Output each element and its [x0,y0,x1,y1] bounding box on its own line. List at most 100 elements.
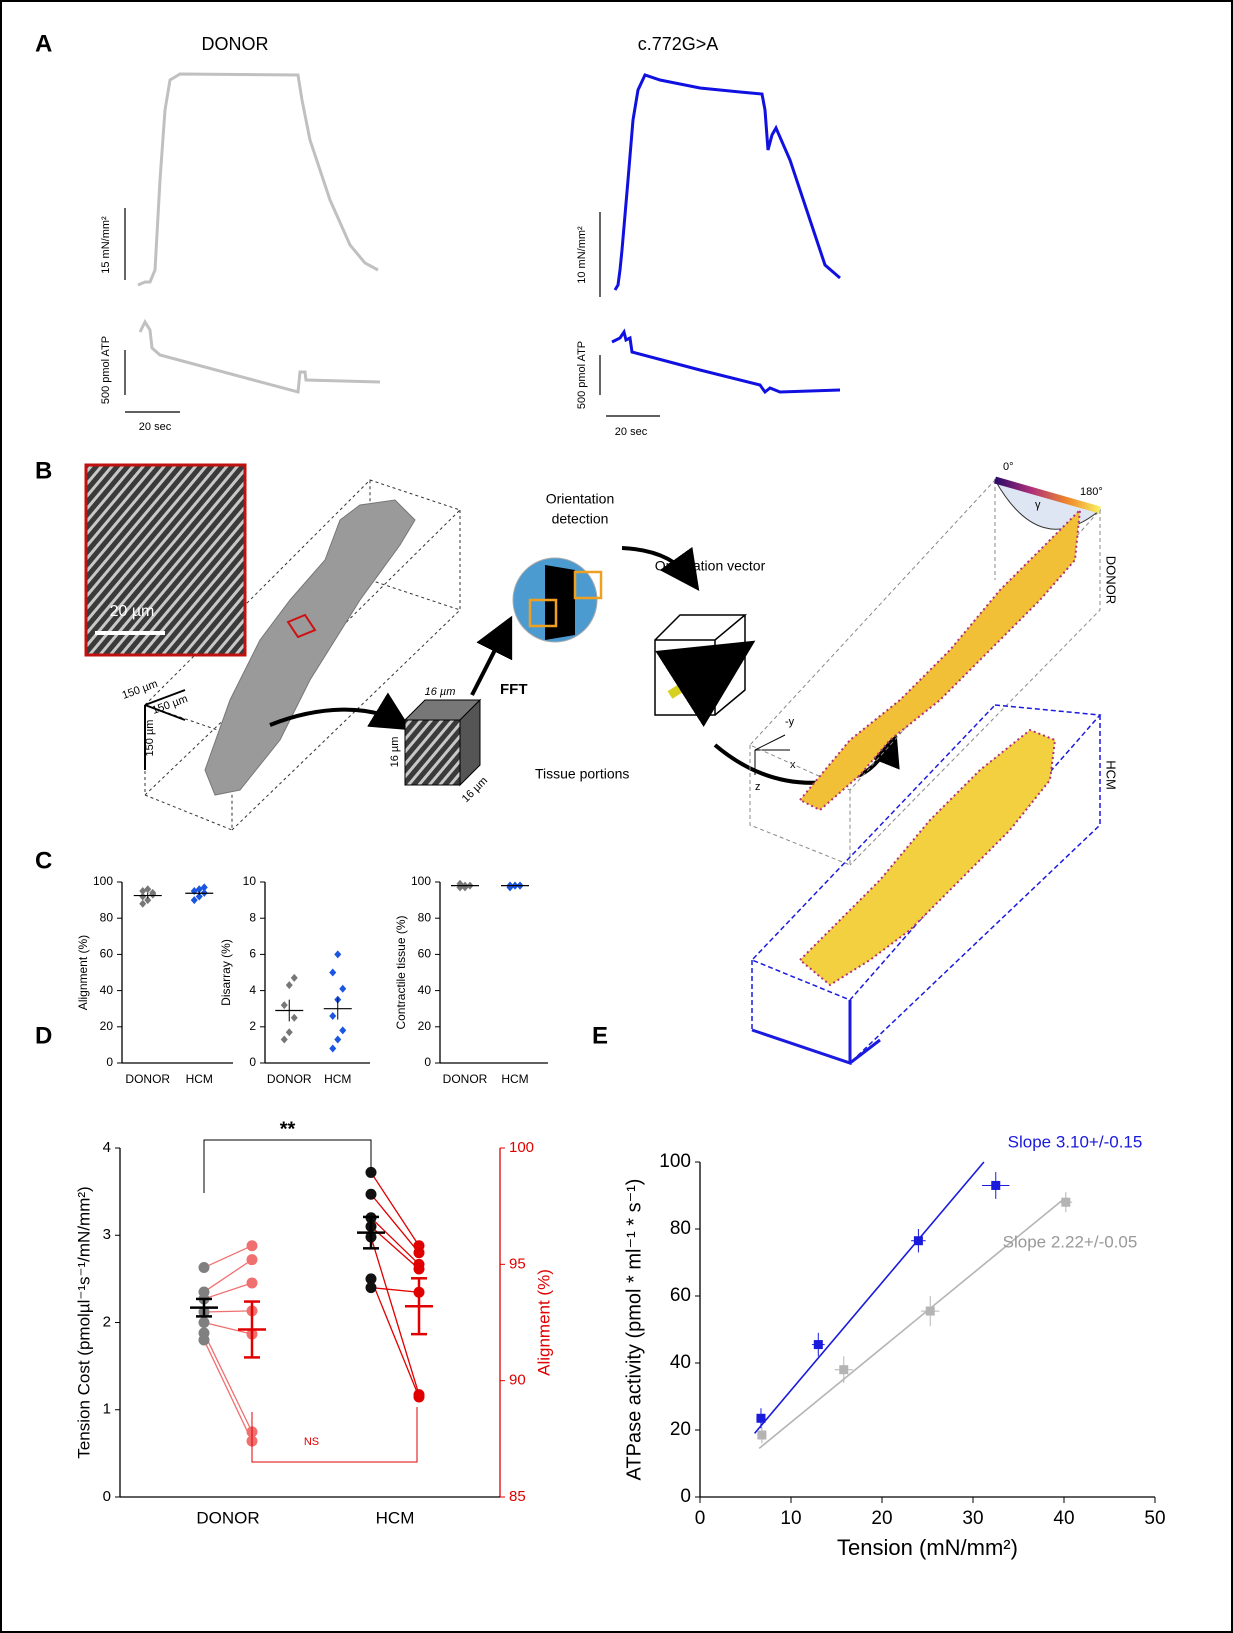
y-tick-label: 90 [509,1372,526,1389]
group-label: DONOR [1104,556,1119,604]
data-point [839,1365,848,1374]
x-tick-label: HCM [501,1072,528,1086]
y-tick-label: 40 [100,983,114,997]
angle-label: γ [1035,499,1041,511]
y-tick-label: 80 [100,910,114,924]
y-tick-label: 4 [249,983,256,997]
x-tick-label: 30 [962,1508,983,1529]
x-tick-label: DONOR [196,1508,259,1527]
axis-title: ATPase activity (pmol * ml⁻¹ * s⁻¹) [623,1179,645,1481]
scale-label: 20 sec [139,421,172,433]
data-point [991,1181,1000,1190]
data-point [1061,1198,1070,1207]
axis-letter: -y [785,716,795,728]
x-tick-label: HCM [186,1072,213,1086]
x-tick-label: 40 [1053,1508,1074,1529]
y-tick-label: 40 [670,1352,691,1373]
fft-sphere [545,565,575,640]
axis-letter: x [790,759,796,771]
data-point [814,1340,823,1349]
y-tick-label: 95 [509,1255,526,1272]
x-tick-label: DONOR [267,1072,312,1086]
panel-letter: A [35,30,52,57]
data-point [366,1167,377,1178]
x-tick-label: 0 [695,1508,706,1529]
dimension-label: 150 µm [144,720,156,757]
x-tick-label: 20 [871,1508,892,1529]
x-tick-label: 50 [1144,1508,1165,1529]
y-tick-label: 20 [100,1019,114,1033]
y-tick-label: 3 [103,1226,111,1243]
axis-title: Tension (mN/mm²) [837,1535,1018,1560]
y-tick-label: 60 [418,947,432,961]
data-point [914,1236,923,1245]
y-tick-label: 80 [418,910,432,924]
label: FFT [500,681,528,698]
y-tick-label: 40 [418,983,432,997]
axis-title: Contractile tissue (%) [394,915,408,1029]
dimension-label: 16 µm [389,737,401,768]
data-point [199,1262,210,1273]
y-tick-label: 0 [424,1055,431,1069]
x-tick-label: DONOR [125,1072,170,1086]
dimension-label: 16 µm [425,686,456,698]
data-point [414,1263,425,1274]
y-tick-label: 2 [103,1313,111,1330]
y-tick-label: 0 [249,1055,256,1069]
data-point [366,1189,377,1200]
label: Tissue portions [535,766,629,782]
y-tick-label: 10 [243,874,257,888]
annotation: ** [280,1118,296,1140]
inset-scale-label: 20 µm [110,603,155,620]
y-tick-label: 100 [93,874,113,888]
scale-label: 500 pmol ATP [576,341,588,409]
y-tick-label: 0 [103,1488,111,1505]
data-point [199,1334,210,1345]
y-tick-label: 20 [670,1419,691,1440]
y-tick-label: 100 [659,1151,691,1172]
y-tick-label: 4 [103,1139,111,1156]
axis-title: Alignment (%) [534,1269,553,1376]
y-tick-label: 0 [680,1486,691,1507]
y-tick-label: 20 [418,1019,432,1033]
label: Orientation [546,491,614,507]
data-point [247,1240,258,1251]
scale-label: 10 mN/mm² [576,226,588,284]
annotation: NS [304,1436,319,1448]
label: Orientation vector [655,558,766,574]
data-point [926,1307,935,1316]
axis-title: Disarray (%) [219,939,233,1006]
data-point [756,1414,765,1423]
group-label: HCM [1104,760,1119,790]
axis-title: Alignment (%) [76,935,90,1010]
y-tick-label: 6 [249,947,256,961]
trace-title: DONOR [202,34,269,54]
scale-label: 500 pmol ATP [100,336,112,404]
data-point [199,1317,210,1328]
x-tick-label: DONOR [443,1072,488,1086]
panel-letter: C [35,847,52,874]
scale-label: 20 sec [615,426,648,438]
x-tick-label: HCM [324,1072,351,1086]
label: detection [552,511,609,527]
angle-label: 0° [1003,461,1014,473]
panel-letter: D [35,1022,52,1049]
data-point [757,1431,766,1440]
panel-letter: B [35,457,52,484]
data-point [247,1277,258,1288]
y-tick-label: 60 [670,1285,691,1306]
panel-letter: E [592,1022,608,1049]
inset-image [86,465,245,655]
y-tick-label: 100 [411,874,431,888]
tissue-cube [405,720,460,785]
y-tick-label: 2 [249,1019,256,1033]
x-tick-label: 10 [780,1508,801,1529]
figure: A B C D E DONOR c.772G>A 15 mN/mm² 500 p… [0,0,1233,1633]
y-tick-label: 1 [103,1401,111,1418]
angle-label: 180° [1080,486,1103,498]
axis-title: Tension Cost (pmolµl⁻¹s⁻¹/mN/mm²) [74,1186,93,1458]
fit-label: Slope 2.22+/-0.05 [1003,1232,1138,1251]
fit-label: Slope 3.10+/-0.15 [1008,1132,1143,1151]
y-tick-label: 8 [249,910,256,924]
trace-title: c.772G>A [638,34,719,54]
